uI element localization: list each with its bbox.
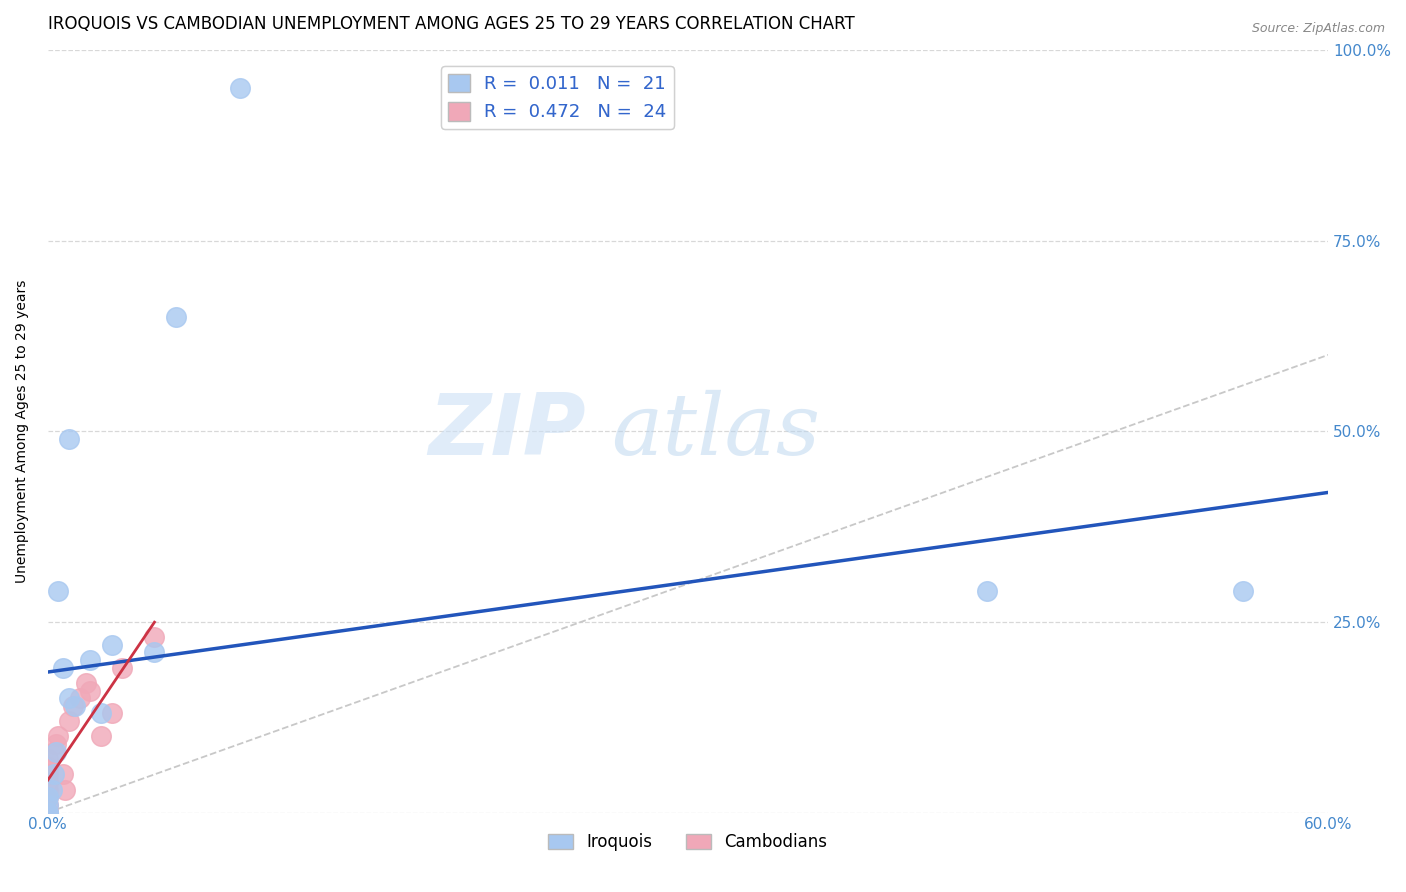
Point <box>58 714 80 728</box>
Point <box>65 698 87 713</box>
Point <box>75 676 97 690</box>
Point <box>37 805 59 820</box>
Point <box>90 729 112 743</box>
Point <box>37 805 59 820</box>
Point <box>37 752 59 766</box>
Point <box>48 584 70 599</box>
Point <box>229 81 252 95</box>
Point <box>37 782 59 797</box>
Point <box>37 797 59 812</box>
Point <box>143 645 166 659</box>
Point <box>52 660 75 674</box>
Point <box>100 638 122 652</box>
Text: atlas: atlas <box>612 390 820 473</box>
Text: IROQUOIS VS CAMBODIAN UNEMPLOYMENT AMONG AGES 25 TO 29 YEARS CORRELATION CHART: IROQUOIS VS CAMBODIAN UNEMPLOYMENT AMONG… <box>48 15 855 33</box>
Point <box>48 729 70 743</box>
Point <box>37 805 59 820</box>
Point <box>69 691 91 706</box>
Point <box>41 782 63 797</box>
Point <box>79 683 101 698</box>
Legend: R =  0.011   N =  21, R =  0.472   N =  24: R = 0.011 N = 21, R = 0.472 N = 24 <box>441 67 673 128</box>
Text: ZIP: ZIP <box>427 390 585 473</box>
Point <box>37 790 59 805</box>
Y-axis label: Unemployment Among Ages 25 to 29 years: Unemployment Among Ages 25 to 29 years <box>15 279 30 582</box>
Point <box>62 698 84 713</box>
Point <box>165 310 187 324</box>
Point <box>45 737 67 751</box>
Point <box>37 797 59 812</box>
Point <box>53 782 76 797</box>
Point <box>44 767 66 781</box>
Point <box>37 767 59 781</box>
Point <box>37 805 59 820</box>
Point <box>111 660 134 674</box>
Point <box>976 584 998 599</box>
Point <box>37 760 59 774</box>
Point <box>44 745 66 759</box>
Point <box>90 706 112 721</box>
Point <box>100 706 122 721</box>
Point <box>37 790 59 805</box>
Point <box>79 653 101 667</box>
Point <box>143 630 166 644</box>
Point <box>37 805 59 820</box>
Point <box>37 805 59 820</box>
Point <box>1232 584 1254 599</box>
Point <box>58 432 80 446</box>
Point <box>52 767 75 781</box>
Point <box>37 775 59 789</box>
Point <box>58 691 80 706</box>
Text: Source: ZipAtlas.com: Source: ZipAtlas.com <box>1251 22 1385 36</box>
Point <box>45 745 67 759</box>
